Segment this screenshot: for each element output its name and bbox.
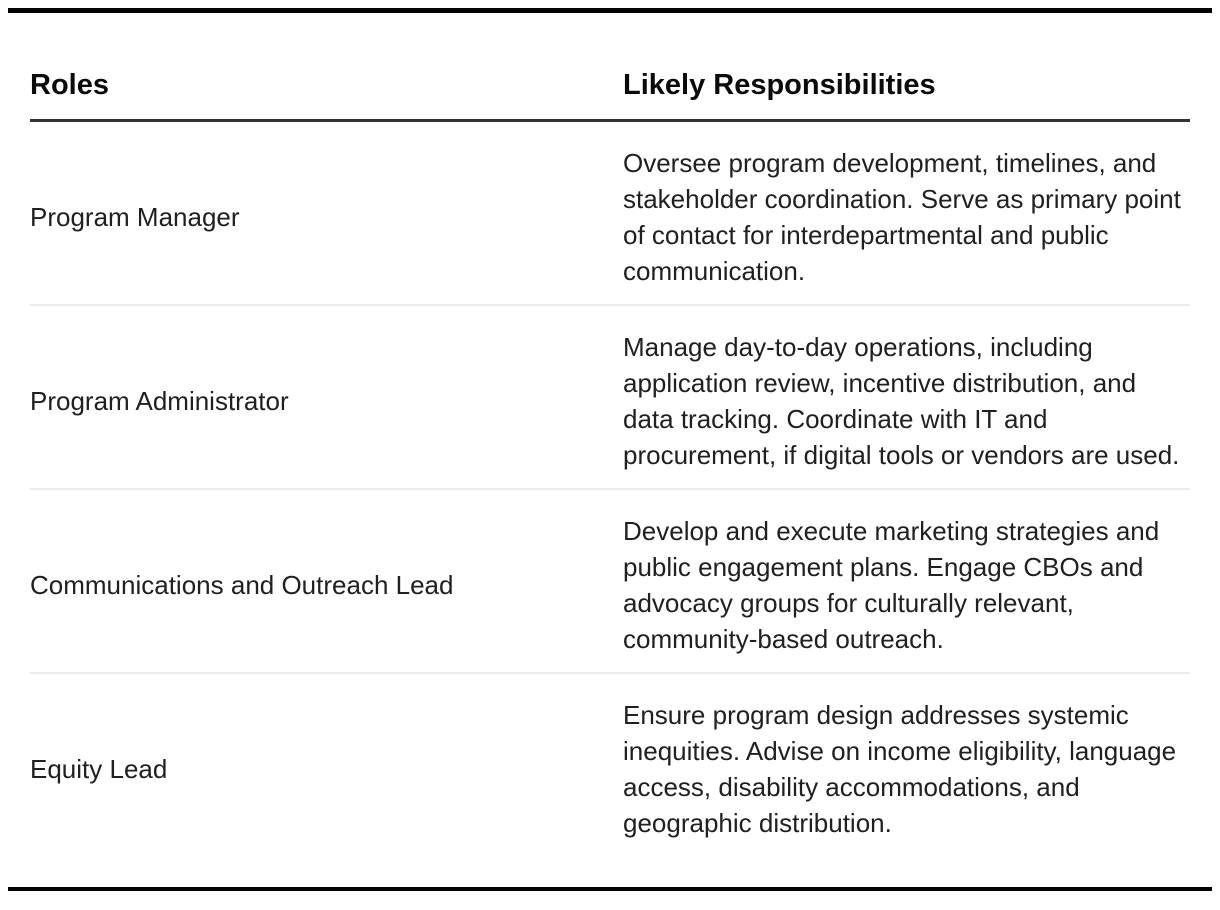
table-row: Communications and Outreach Lead Develop… xyxy=(30,490,1190,674)
document-page: Roles Likely Responsibilities Program Ma… xyxy=(0,8,1220,891)
table-row: Program Administrator Manage day-to-day … xyxy=(30,306,1190,490)
table-row: Equity Lead Ensure program design addres… xyxy=(30,674,1190,887)
responsibilities-cell: Develop and execute marketing strategies… xyxy=(623,516,1160,654)
roles-table: Roles Likely Responsibilities Program Ma… xyxy=(8,8,1212,891)
role-cell: Program Administrator xyxy=(30,386,289,416)
role-cell: Equity Lead xyxy=(30,754,168,784)
column-header-roles: Roles xyxy=(30,69,109,101)
table-header-row: Roles Likely Responsibilities xyxy=(30,13,1190,122)
role-cell: Communications and Outreach Lead xyxy=(30,570,454,600)
table-row: Program Manager Oversee program developm… xyxy=(30,122,1190,306)
responsibilities-cell: Oversee program development, timelines, … xyxy=(623,148,1181,286)
column-header-responsibilities: Likely Responsibilities xyxy=(623,69,936,101)
role-cell: Program Manager xyxy=(30,202,240,232)
responsibilities-cell: Ensure program design addresses systemic… xyxy=(623,700,1177,838)
responsibilities-cell: Manage day-to-day operations, including … xyxy=(623,332,1180,470)
